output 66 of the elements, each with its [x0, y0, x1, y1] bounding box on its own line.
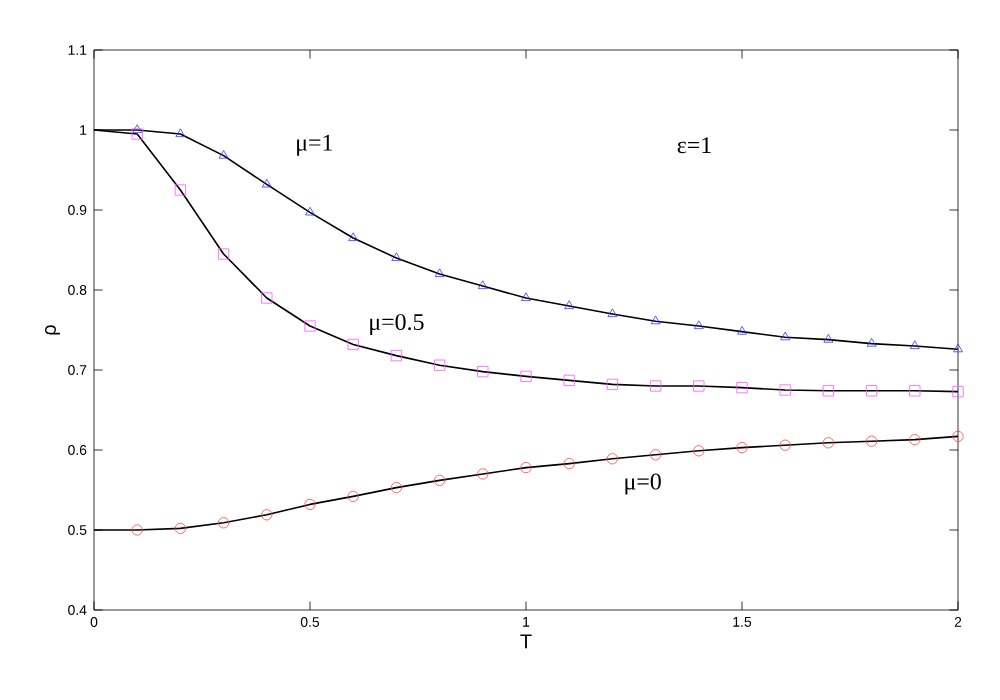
point: [909, 434, 921, 446]
point: [563, 374, 575, 386]
point: [564, 300, 575, 310]
x-axis-title: T: [520, 634, 532, 649]
point: [305, 206, 315, 216]
point: [348, 232, 359, 242]
point: [693, 445, 705, 457]
point: [347, 490, 359, 502]
point: [218, 517, 230, 529]
point: [650, 380, 662, 392]
point: [909, 385, 921, 397]
point: [563, 458, 575, 470]
point: [866, 338, 877, 347]
point: [650, 315, 661, 325]
point: [131, 128, 143, 140]
point: [866, 435, 878, 447]
point: [131, 524, 143, 536]
y-axis-title: ρ: [45, 325, 60, 335]
point: [477, 468, 489, 480]
point: [779, 384, 791, 396]
point: [822, 437, 834, 449]
point: [866, 385, 878, 397]
point: [261, 292, 273, 304]
point: [218, 248, 230, 260]
point: [607, 308, 618, 318]
point: [477, 366, 489, 378]
annotation: μ=1: [297, 134, 333, 156]
point: [606, 378, 618, 390]
point: [390, 350, 402, 362]
point: [304, 320, 316, 332]
point: [822, 385, 834, 397]
point: [218, 150, 229, 159]
point: [304, 498, 316, 510]
point: [693, 320, 704, 330]
point: [434, 359, 446, 371]
point: [953, 343, 963, 353]
point: [736, 382, 748, 394]
annotation: μ=0: [625, 473, 661, 495]
point: [606, 453, 618, 465]
point: [261, 509, 273, 521]
point: [693, 380, 705, 392]
point: [477, 280, 488, 290]
annotation: ε=1: [677, 137, 711, 154]
point: [823, 334, 834, 343]
point: [737, 326, 747, 335]
annotation: μ=0.5: [370, 313, 424, 335]
point: [132, 124, 143, 134]
point: [434, 268, 445, 278]
point: [174, 184, 186, 196]
point: [174, 522, 186, 534]
point: [390, 482, 402, 494]
point: [952, 430, 964, 442]
point: [175, 128, 186, 138]
point: [736, 442, 748, 454]
point: [520, 370, 532, 382]
point: [909, 340, 920, 350]
point: [434, 474, 446, 486]
point: [780, 331, 791, 341]
point: [391, 252, 402, 262]
point: [347, 338, 359, 351]
point: [952, 386, 964, 398]
point: [521, 292, 531, 302]
point: [650, 449, 662, 461]
point: [520, 462, 532, 474]
point: [261, 178, 272, 188]
point: [779, 439, 791, 451]
